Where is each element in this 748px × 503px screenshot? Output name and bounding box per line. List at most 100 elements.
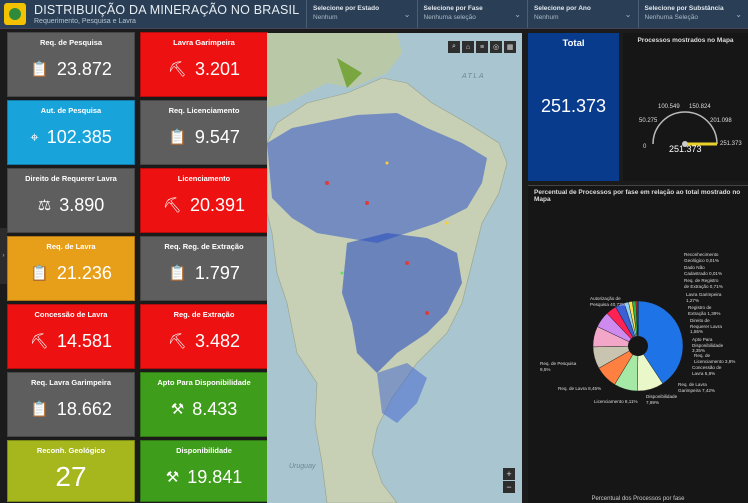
pie-footer: Percentual dos Processos por fase <box>591 496 685 502</box>
miner-icon: ⛏ <box>167 333 187 350</box>
indicator-card[interactable]: Direito de Requerer Lavra ⚖ 3.890 <box>7 168 135 233</box>
card-title: Lavra Garimpeira <box>173 38 235 47</box>
home-icon[interactable]: ⌂ <box>462 41 474 53</box>
card-value: 3.890 <box>59 194 105 215</box>
card-body: ⛏ 14.581 <box>8 319 134 363</box>
app-header: DISTRIBUIÇÃO DA MINERAÇÃO NO BRASIL Requ… <box>0 0 748 29</box>
basemap-icon[interactable]: ◎ <box>490 41 502 53</box>
pie-label: Req. de Licenciamento 3,8% <box>694 353 736 364</box>
search-icon[interactable]: ⌕ <box>448 41 460 53</box>
chevron-down-icon: ⌄ <box>735 10 742 19</box>
map-canvas[interactable] <box>267 33 522 503</box>
map-point <box>340 271 344 275</box>
indicator-card[interactable]: Req. de Lavra 📋 21.236 <box>7 236 135 301</box>
filter-state-label: Selecione por Estado <box>313 5 380 12</box>
indicator-card[interactable]: Concessão de Lavra ⛏ 14.581 <box>7 304 135 369</box>
card-title: Disponibilidade <box>176 446 232 455</box>
tools-icon: ⚒ <box>170 401 185 418</box>
card-value: 3.201 <box>195 58 241 79</box>
pie-label: Req. de Pesquisa 9,5% <box>540 361 577 372</box>
tools-icon: ⚒ <box>165 469 180 486</box>
filter-state-value: Nenhum <box>313 14 338 21</box>
pie-label: Registro de Extração 1,39% <box>688 305 721 316</box>
indicator-card[interactable]: Disponibilidade ⚒ 19.841 <box>140 440 268 502</box>
clipboard-icon: 📋 <box>30 401 49 418</box>
pie-chart[interactable] <box>528 200 748 490</box>
filter-substance[interactable]: Selecione por Substância Nenhuma Seleção… <box>637 0 748 28</box>
card-value: 8.433 <box>192 398 238 419</box>
gauge-tick-3: 150.824 <box>689 104 711 110</box>
filter-year[interactable]: Selecione por Ano Nenhum ⌄ <box>527 0 638 28</box>
gauge-tick-1: 50.275 <box>639 118 658 124</box>
indicator-card[interactable]: Reg. de Extração ⛏ 3.482 <box>140 304 268 369</box>
filter-year-label: Selecione por Ano <box>534 5 591 12</box>
map-point <box>445 221 449 225</box>
map-point <box>385 161 389 165</box>
card-body: 📋 23.872 <box>8 47 134 91</box>
filter-substance-label: Selecione por Substância <box>644 5 724 12</box>
card-value: 19.841 <box>187 466 243 487</box>
gauge: 0 50.275 100.549 150.824 201.098 251.373… <box>639 104 742 154</box>
indicator-card[interactable]: Lavra Garimpeira ⛏ 3.201 <box>140 32 268 97</box>
side-panel-toggle[interactable]: › <box>0 228 7 284</box>
clipboard-icon: 📋 <box>30 61 49 78</box>
card-title: Apto Para Disponibilidade <box>157 378 251 387</box>
indicator-card[interactable]: Licenciamento ⛏ 20.391 <box>140 168 268 233</box>
indicator-card[interactable]: Req. Reg. de Extração 📋 1.797 <box>140 236 268 301</box>
filter-substance-value: Nenhuma Seleção <box>644 14 698 21</box>
zoom-out-button[interactable]: − <box>503 481 515 493</box>
card-title: Concessão de Lavra <box>34 310 108 319</box>
card-title: Aut. de Pesquisa <box>40 106 102 115</box>
indicator-card[interactable]: Aut. de Pesquisa ⌖ 102.385 <box>7 100 135 165</box>
card-title: Req. de Pesquisa <box>39 38 103 47</box>
filter-state[interactable]: Selecione por Estado Nenhum ⌄ <box>306 0 417 28</box>
map-point <box>365 201 369 205</box>
miner-icon: ⛏ <box>162 197 182 214</box>
gavel-icon: ⚖ <box>37 197 52 214</box>
pie-label: Req. de Lavra Garimpeira 7,42% <box>678 382 716 393</box>
brazil-flag-logo <box>4 3 26 25</box>
filter-year-value: Nenhum <box>534 14 559 21</box>
mining-density-south <box>377 363 427 423</box>
pie-label: Req. de Registro de Extração 0,71% <box>684 278 723 289</box>
map-point <box>425 311 429 315</box>
card-value: 21.236 <box>56 262 112 283</box>
card-body: ⚒ 8.433 <box>141 387 267 431</box>
chevron-down-icon: ⌄ <box>624 10 632 19</box>
pie-label: Licenciamento 8,11% <box>594 399 638 404</box>
gauge-title: Processos mostrados no Mapa <box>637 37 734 44</box>
pie-label: Disponibilidade 7,89% <box>646 394 678 405</box>
gauge-hub <box>682 141 688 147</box>
indicator-card[interactable]: Req. Licenciamento 📋 9.547 <box>140 100 268 165</box>
indicator-card[interactable]: Apto Para Disponibilidade ⚒ 8.433 <box>140 372 268 437</box>
total-card: Total 251.373 <box>528 33 619 181</box>
card-body: ⛏ 20.391 <box>141 183 267 227</box>
map-point <box>325 181 329 185</box>
indicator-card[interactable]: Req. Lavra Garimpeira 📋 18.662 <box>7 372 135 437</box>
northern-land <box>267 33 402 108</box>
pie-label: Apto Para Disponibilidade 3,35% <box>692 337 724 353</box>
card-title: Req. de Lavra <box>46 242 96 251</box>
card-value: 102.385 <box>46 126 112 147</box>
pie-title: Percentual de Processos por fase em rela… <box>534 189 741 203</box>
clipboard-icon: 📋 <box>168 265 187 282</box>
card-value: 3.482 <box>195 330 241 351</box>
mining-density-center <box>342 233 462 373</box>
legend-icon[interactable]: ▦ <box>504 41 516 53</box>
indicator-card[interactable]: Req. de Pesquisa 📋 23.872 <box>7 32 135 97</box>
pie-label: Reconhecimento Geológico 0,01% <box>684 252 719 263</box>
layers-icon[interactable]: ≡ <box>476 41 488 53</box>
miner-icon: ⛏ <box>167 61 187 78</box>
miner-icon: ⛏ <box>29 333 49 350</box>
card-body: ⌖ 102.385 <box>8 115 134 159</box>
total-title: Total <box>562 38 585 49</box>
zoom-in-button[interactable]: + <box>503 468 515 480</box>
map-view[interactable]: ATLA Uruguay ⌕ ⌂ ≡ ◎ ▦ + − <box>267 33 522 503</box>
pie-label: Lavra Garimpeira 1,27% <box>686 292 722 303</box>
card-value: 1.797 <box>194 262 240 283</box>
indicator-card[interactable]: Reconh. Geológico 27 <box>7 440 135 502</box>
pie-label: Concessão de Lavra 5,8% <box>692 365 722 376</box>
zoom-controls: + − <box>503 467 515 493</box>
filter-phase-value: Nenhuma seleção <box>423 14 476 21</box>
filter-phase[interactable]: Selecione por Fase Nenhuma seleção ⌄ <box>416 0 528 28</box>
